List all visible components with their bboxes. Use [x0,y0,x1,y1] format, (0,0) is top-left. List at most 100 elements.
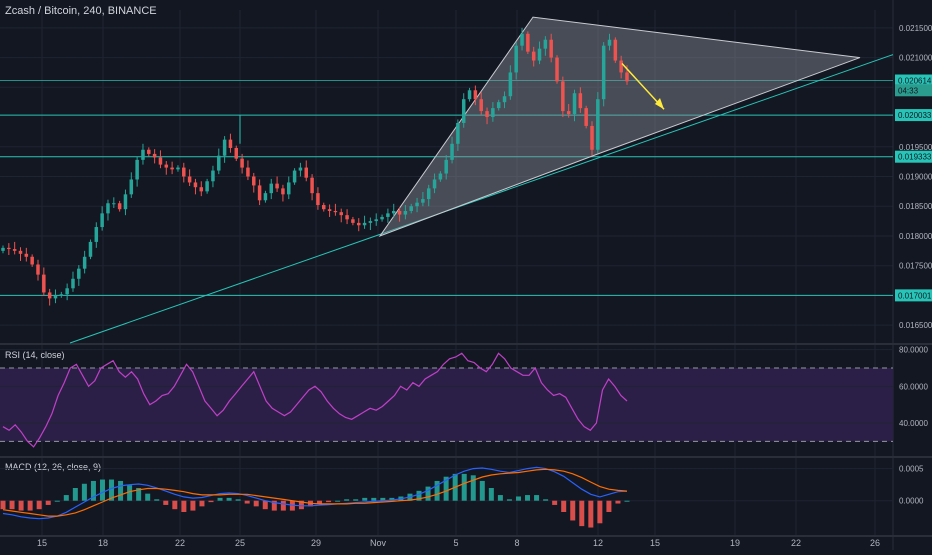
price-tag-box [895,74,932,87]
macd-histogram-bar [27,500,33,511]
rsi-band-fill [0,368,893,442]
macd-histogram-bar [226,497,232,501]
candle-body [502,96,507,103]
candle-body [572,93,577,115]
candle-body [613,39,618,61]
candle-body [461,99,466,123]
price-tag-box [895,84,932,97]
candle-body [491,108,495,118]
candle-body [135,159,139,180]
candle-body [432,179,437,189]
price-tag-box [895,109,932,122]
candle-body [36,264,40,275]
candle-body [578,93,583,109]
candle-body [316,193,320,206]
candle-body [339,212,343,216]
candle-body [292,170,297,183]
macd-histogram-bar [515,496,521,501]
macd-histogram-bar [579,500,585,527]
candle-body [520,33,524,46]
macd-histogram-bar [163,500,169,505]
candle-body [368,221,373,223]
candle-body [421,199,425,203]
candle-body [24,253,29,257]
candle-body [473,90,478,100]
rsi-title: RSI (14, close) [5,350,65,360]
candle-body [321,205,326,210]
macd-histogram-bar [506,499,512,501]
candle-body [596,99,600,150]
price-tick-label: 0.018500 [899,202,932,211]
macd-histogram-bar [90,480,96,501]
candle-body [619,60,623,73]
macd-histogram-bar [425,486,431,501]
candle-body [117,203,122,210]
macd-histogram-bar [208,500,214,503]
x-tick-label: 5 [453,538,458,548]
macd-line [2,466,628,520]
macd-histogram-bar [172,500,178,510]
candle-body [526,33,530,52]
candle-body [269,183,274,194]
price-tag-label: 04:33 [898,86,919,95]
candle-body [240,158,244,168]
macd-histogram-bar [54,500,60,502]
candle-body [158,157,163,165]
macd-histogram-bar [434,480,440,501]
x-tick-label: 29 [311,538,321,548]
macd-histogram-bar [118,480,124,501]
rsi-tick-label: 80.0000 [899,346,928,355]
x-tick-label: 12 [593,538,603,548]
candle-body [386,213,390,217]
triangle-pattern[interactable] [378,16,861,238]
x-tick-label: 19 [730,538,740,548]
macd-histogram-bar [380,497,386,501]
candle-body [415,202,419,207]
candle-body [281,188,285,195]
macd-histogram-bar [362,497,368,501]
macd-histogram-bar [271,500,277,511]
candle-body [257,185,262,201]
candle-body [391,210,396,214]
macd-histogram-bar [606,500,612,513]
candle-body [182,167,186,177]
candle-body [222,139,227,156]
candle-body [537,48,542,61]
macd-histogram-bar [543,499,549,501]
macd-histogram-bar [280,500,286,511]
macd-tick-label: 0.0005 [899,465,924,474]
macd-histogram-bar [36,500,42,510]
macd-histogram-bar [344,499,350,501]
candle-body [287,182,291,195]
macd-histogram-bar [497,495,503,501]
rsi-tick-label: 60.0000 [899,382,928,391]
candle-body [147,149,151,154]
candle-body [7,247,11,250]
candle-body [1,247,5,251]
candle-body [176,167,180,170]
macd-signal-line [2,468,628,517]
macd-histogram-bar [145,493,151,501]
candle-body [397,210,402,215]
macd-histogram-bar [99,479,105,501]
support-trendline[interactable] [69,54,894,344]
price-tag-label: 0.019333 [898,153,932,162]
macd-histogram-bar [624,500,630,502]
candle-body [531,51,536,61]
candle-body [403,210,408,215]
candle-body [362,222,367,226]
candle-body [275,183,279,189]
candle-body [514,45,518,73]
macd-histogram-bar [262,500,268,510]
candle-body [217,155,221,171]
price-tag-label: 0.017001 [898,291,932,300]
macd-histogram-bar [615,500,621,504]
candle-body [211,170,215,182]
candle-body [12,249,17,251]
macd-histogram-bar [389,497,395,501]
candle-body [625,72,629,82]
macd-histogram-bar [9,500,15,510]
price-tick-label: 0.016500 [899,321,932,330]
macd-histogram-bar [326,500,332,503]
